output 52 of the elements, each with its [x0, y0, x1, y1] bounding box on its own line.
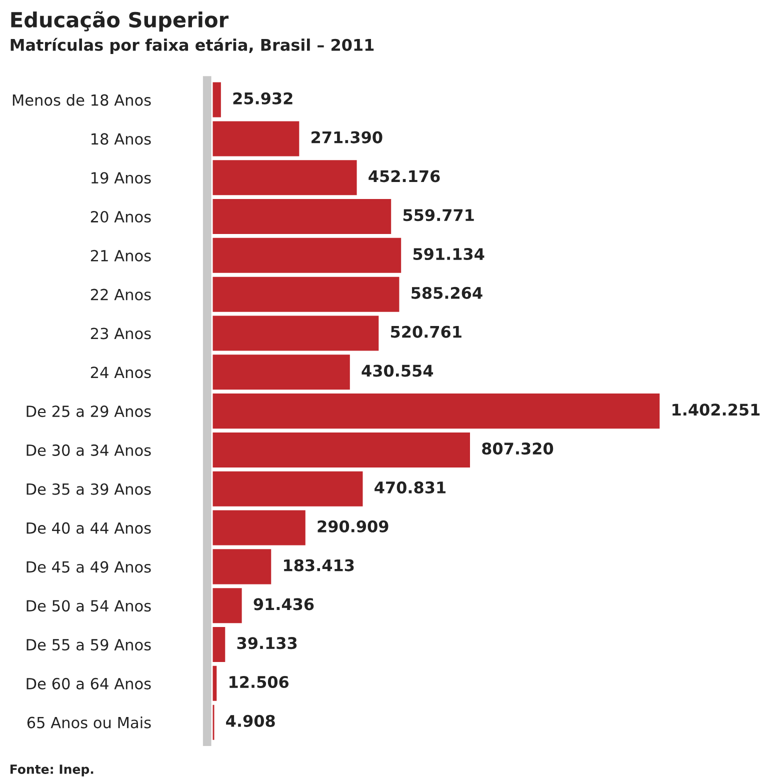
data-label: 807.320 [482, 442, 554, 455]
y-tick-label: De 30 a 34 Anos [26, 444, 151, 456]
data-label: 1.402.251 [672, 404, 760, 416]
data-label: 183.413 [284, 559, 354, 572]
data-label: 25.932 [233, 92, 292, 104]
bar [212, 121, 300, 156]
bar [212, 276, 400, 312]
bar [212, 394, 660, 429]
y-tick-label: 19 Anos [92, 172, 151, 184]
y-tick-label: 22 Anos [90, 288, 151, 300]
y-tick-label: De 25 a 29 Anos [26, 406, 151, 418]
bar [212, 199, 392, 234]
y-tick-label: 24 Anos [90, 366, 151, 378]
data-label: 452.176 [368, 170, 440, 182]
bar [212, 432, 470, 468]
bar [212, 354, 350, 390]
bar [212, 549, 272, 584]
data-label: 470.831 [374, 481, 446, 494]
y-tick-label: De 55 a 59 Anos [26, 638, 151, 651]
data-label: 290.909 [318, 520, 388, 532]
y-tick-label: 18 Anos [92, 133, 151, 145]
y-tick-label: De 35 a 39 Anos [26, 483, 151, 495]
y-tick-label: De 45 a 49 Anos [26, 561, 151, 573]
bar [212, 160, 357, 196]
bar [212, 510, 306, 546]
source-note: Fonte: Inep. [10, 764, 94, 776]
data-label: 12.506 [230, 676, 289, 688]
data-label: 39.133 [237, 637, 297, 650]
y-tick-label: De 40 a 44 Anos [26, 522, 151, 534]
bar [212, 316, 379, 351]
data-label: 91.436 [254, 598, 314, 610]
bar [212, 471, 363, 506]
y-tick-label: Menos de 18 Anos [12, 94, 151, 106]
bar [212, 238, 402, 273]
y-tick-label: De 50 a 54 Anos [26, 600, 151, 612]
chart-title: Educação Superior [11, 11, 229, 32]
data-label: 4.908 [226, 714, 275, 727]
data-label: 520.761 [391, 326, 462, 338]
bar [212, 82, 221, 118]
data-label: 271.390 [312, 131, 382, 144]
chart-subtitle: Matrículas por faixa etária, Brasil – 2011 [10, 38, 374, 54]
data-label: 430.554 [362, 364, 434, 377]
data-label: 591.134 [413, 248, 484, 260]
y-tick-label: 21 Anos [90, 250, 151, 262]
y-tick-label: De 60 a 64 Anos [26, 678, 151, 690]
y-tick-label: 20 Anos [90, 210, 151, 223]
data-label: 559.771 [403, 209, 474, 222]
bar [212, 627, 226, 662]
bar [212, 588, 242, 624]
y-tick-label: 23 Anos [90, 328, 151, 340]
data-label: 585.264 [412, 286, 482, 299]
y-tick-label: 65 Anos ou Mais [27, 716, 151, 728]
